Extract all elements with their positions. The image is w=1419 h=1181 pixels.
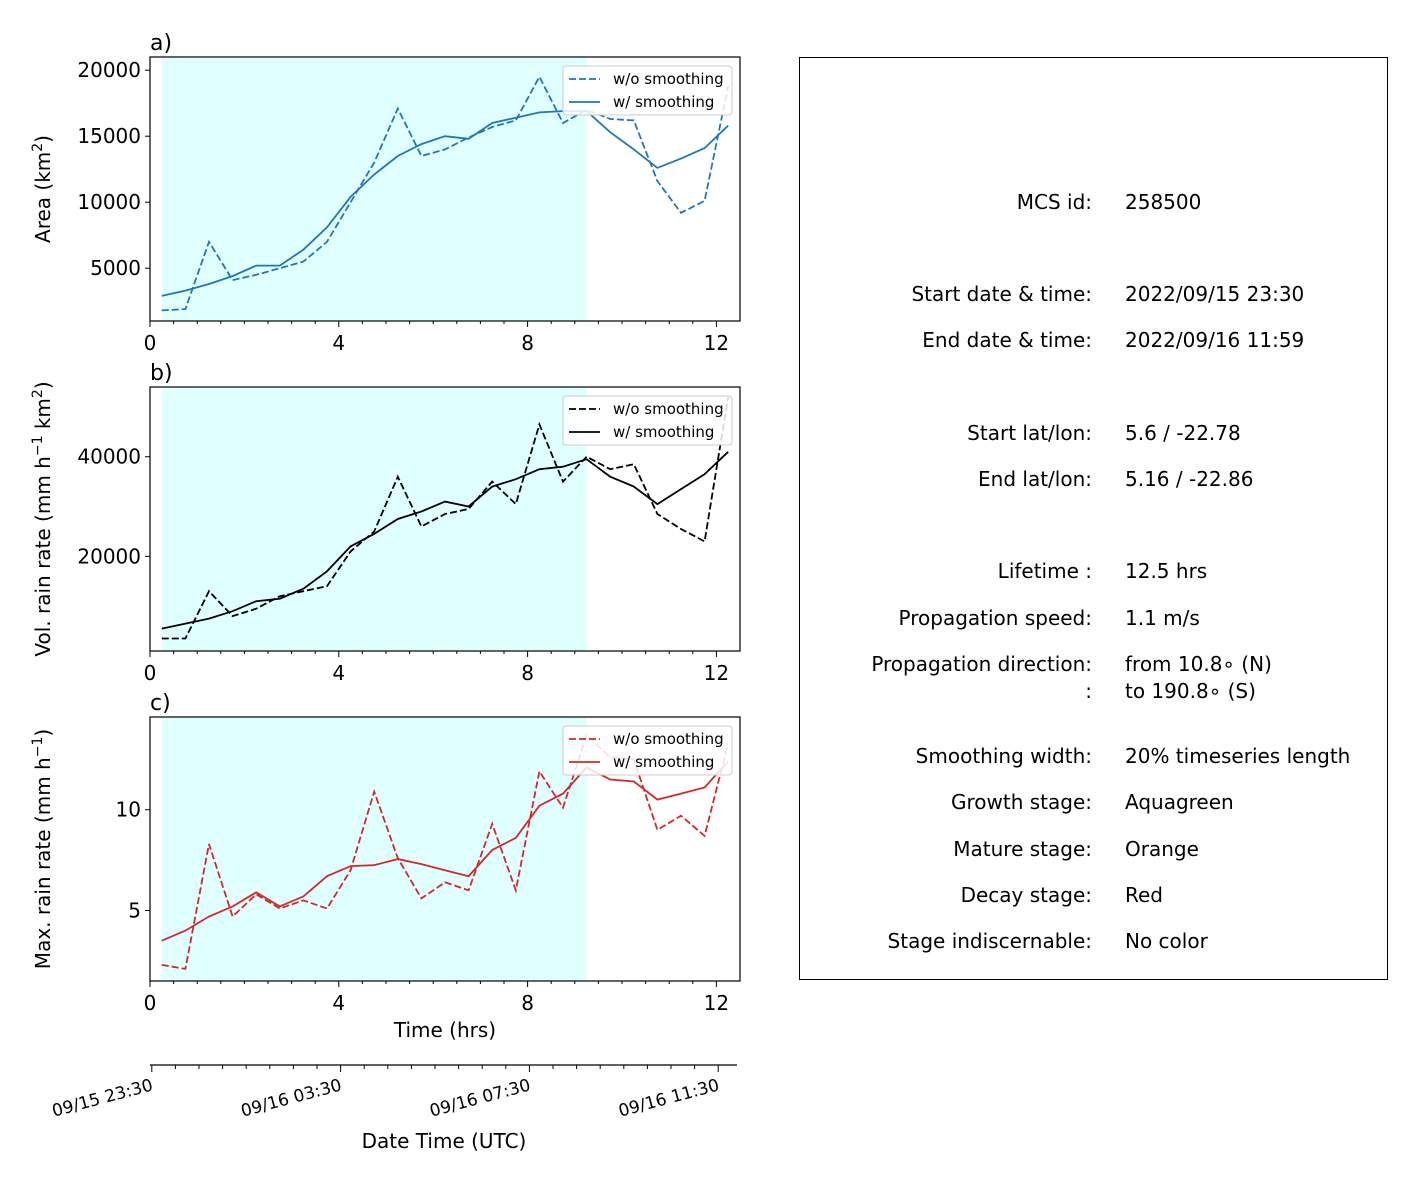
panel-c: 5 10 0 4 8 12 c) Max. rain rate (mm h−1) w/o smo… (30, 691, 741, 1015)
axes-frame (149, 386, 741, 652)
growth-stage-shading (161, 57, 587, 321)
y-tick-label: 10 (116, 798, 141, 822)
info-value: 5.16 / -22.86 (1125, 467, 1254, 491)
x-tick-label: 8 (521, 661, 534, 685)
y-tick-label: 10000 (77, 190, 141, 214)
x-axis-label: Time (hrs) (393, 1018, 496, 1042)
info-value: Orange (1125, 837, 1199, 861)
date-tick-label: 09/15 23:30 (50, 1076, 155, 1122)
info-key: MCS id: (1016, 190, 1092, 214)
info-value: Aquagreen (1125, 790, 1234, 814)
info-value: No color (1125, 929, 1208, 953)
legend-label-dashed: w/o smoothing (613, 70, 724, 88)
legend: w/o smoothing w/ smoothing (562, 725, 733, 776)
series-line-unsmoothed (161, 74, 730, 312)
y-tick-label: 20000 (77, 544, 141, 568)
legend-label-solid: w/ smoothing (613, 423, 714, 441)
x-tick-label: 8 (521, 331, 534, 355)
info-key: Growth stage: (950, 790, 1092, 814)
date-tick-label: 09/16 03:30 (239, 1076, 344, 1122)
series-line-smoothed (161, 110, 729, 297)
growth-stage-shading (161, 717, 587, 981)
info-value: 258500 (1125, 190, 1202, 214)
legend-label-dashed: w/o smoothing (613, 400, 724, 418)
info-value: to 190.8∘ (S) (1125, 679, 1256, 703)
panels-layer: 5000 10000 15000 20000 0 4 8 12 a) Area (km2) w/o … (30, 31, 741, 1042)
info-key: Decay stage: (960, 883, 1092, 907)
info-key: Propagation direction: (871, 652, 1092, 676)
y-tick-label: 5000 (90, 256, 141, 280)
growth-stage-shading (161, 387, 587, 651)
info-value: 5.6 / -22.78 (1125, 421, 1241, 445)
info-value: 2022/09/16 11:59 (1125, 328, 1305, 352)
info-key: Propagation speed: (898, 606, 1092, 630)
date-axis: 09/15 23:30 09/16 03:30 09/16 07:30 09/16 1… (50, 1064, 737, 1153)
panel-label: a) (150, 31, 172, 56)
info-key: Smoothing width: (915, 744, 1092, 768)
x-tick-label: 12 (704, 661, 729, 685)
panel-a: 5000 10000 15000 20000 0 4 8 12 a) Area (km2) w/o … (30, 31, 741, 355)
info-value: Red (1125, 883, 1163, 907)
date-tick-label: 09/16 07:30 (428, 1076, 533, 1122)
x-tick-label: 0 (144, 331, 157, 355)
info-key: Lifetime : (997, 559, 1092, 583)
panel-label: b) (150, 361, 173, 386)
y-tick-label: 15000 (77, 124, 141, 148)
info-key: Mature stage: (953, 837, 1092, 861)
axes-frame (149, 716, 741, 982)
x-tick-label: 4 (332, 661, 345, 685)
series-line-smoothed (161, 451, 729, 630)
info-key: : (1085, 679, 1092, 703)
y-axis-label: Vol. rain rate (mm h−1 km2) (30, 381, 55, 656)
info-value: from 10.8∘ (N) (1125, 652, 1272, 676)
x-tick-label: 0 (144, 661, 157, 685)
info-key: Start lat/lon: (967, 421, 1092, 445)
legend-box (562, 725, 733, 776)
legend: w/o smoothing w/ smoothing (562, 65, 733, 116)
legend-label-solid: w/ smoothing (613, 753, 714, 771)
legend-label-solid: w/ smoothing (613, 93, 714, 111)
info-key: End date & time: (922, 328, 1092, 352)
info-key: Start date & time: (911, 282, 1092, 306)
info-value: 12.5 hrs (1125, 559, 1208, 583)
y-tick-label: 40000 (77, 445, 141, 469)
info-key: Stage indiscernable: (887, 929, 1092, 953)
mcs-info-box: MCS id: 258500 Start date & time: 2022/0… (799, 57, 1388, 980)
info-value: 2022/09/15 23:30 (1125, 282, 1305, 306)
series-line-unsmoothed (161, 396, 730, 640)
info-key: End lat/lon: (978, 467, 1092, 491)
legend-box (562, 395, 733, 446)
y-tick-label: 5 (128, 898, 141, 922)
legend: w/o smoothing w/ smoothing (562, 395, 733, 446)
panel-label: c) (150, 691, 171, 716)
y-tick-label: 20000 (77, 58, 141, 82)
x-tick-label: 4 (332, 991, 345, 1015)
y-axis-label: Area (km2) (30, 135, 55, 243)
y-axis-label: Max. rain rate (mm h−1) (30, 729, 55, 969)
x-tick-label: 8 (521, 991, 534, 1015)
x-tick-label: 12 (704, 991, 729, 1015)
series-line-smoothed (161, 760, 729, 942)
axes-frame (149, 56, 741, 322)
date-axis-label: Date Time (UTC) (362, 1129, 527, 1153)
date-tick-label: 09/16 11:30 (616, 1076, 721, 1122)
x-tick-label: 0 (144, 991, 157, 1015)
info-value: 20% timeseries length (1125, 744, 1351, 768)
legend-box (562, 65, 733, 116)
info-value: 1.1 m/s (1125, 606, 1200, 630)
x-tick-label: 4 (332, 331, 345, 355)
x-tick-label: 12 (704, 331, 729, 355)
legend-label-dashed: w/o smoothing (613, 730, 724, 748)
panel-b: 20000 40000 0 4 8 12 b) Vol. rain rate (mm h−1 … (30, 361, 741, 685)
